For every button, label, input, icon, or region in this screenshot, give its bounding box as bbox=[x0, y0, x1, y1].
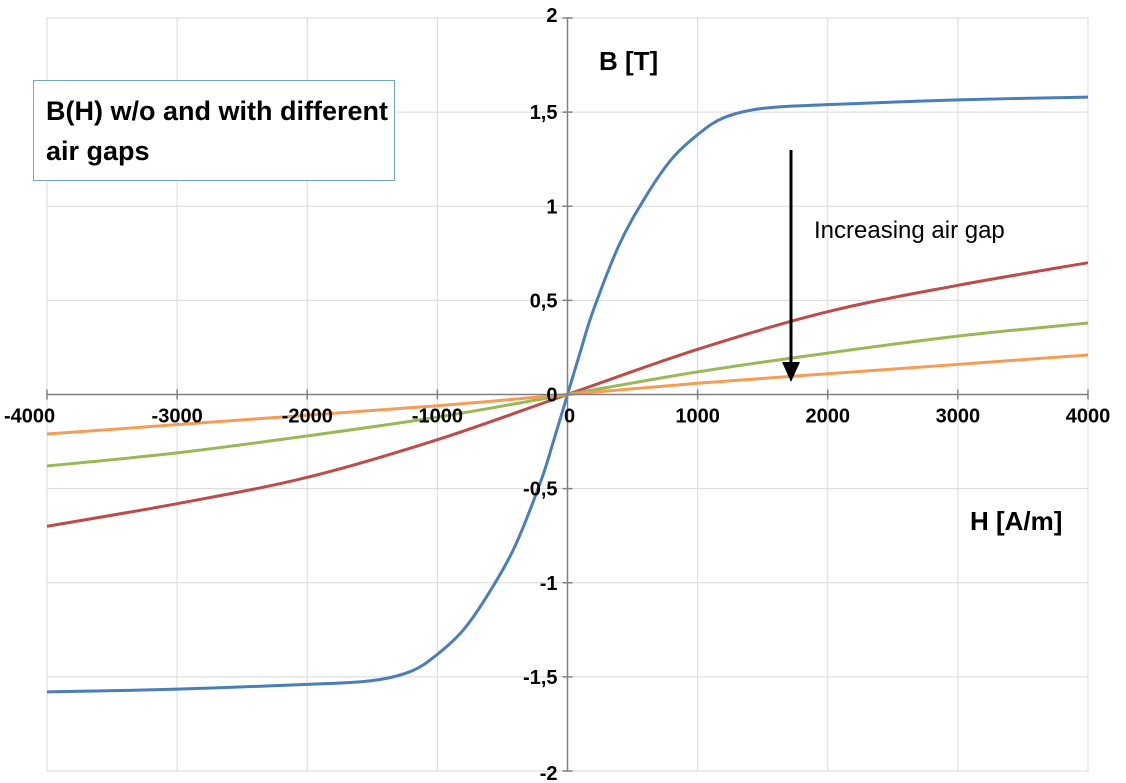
y-tick-label: -0,5 bbox=[523, 479, 557, 501]
y-tick-label: 1,5 bbox=[530, 102, 558, 124]
y-axis-title: B [T] bbox=[599, 46, 658, 76]
annotation-label: Increasing air gap bbox=[814, 217, 1005, 244]
x-tick-label: -4000 bbox=[4, 406, 55, 428]
chart-title: B(H) w/o and with different air gaps bbox=[33, 80, 395, 181]
y-tick-label: 0 bbox=[546, 385, 557, 407]
air-gap-arrow bbox=[782, 150, 800, 382]
y-tick-label: -1 bbox=[540, 573, 558, 595]
x-tick-label: 4000 bbox=[1066, 406, 1111, 428]
x-tick-labels: -4000 -3000 -2000 -1000 0 1000 2000 3000 4000 bbox=[4, 406, 1110, 428]
x-tick-label: 2000 bbox=[806, 406, 851, 428]
y-tick-label: 1 bbox=[546, 196, 557, 218]
x-tick-label: 0 bbox=[564, 406, 575, 428]
y-tick-labels: 2 1,5 1 0,5 0 -0,5 -1 -1,5 -2 bbox=[523, 5, 557, 783]
x-tick-label: 3000 bbox=[936, 406, 981, 428]
x-tick-label: -3000 bbox=[152, 406, 203, 428]
x-tick-label: -2000 bbox=[282, 406, 333, 428]
axes bbox=[46, 17, 1089, 772]
x-axis-title: H [A/m] bbox=[970, 506, 1062, 536]
y-tick-label: -2 bbox=[540, 763, 558, 783]
y-tick-label: 2 bbox=[546, 5, 557, 27]
y-tick-label: 0,5 bbox=[530, 290, 558, 312]
x-tick-label: 1000 bbox=[675, 406, 720, 428]
x-tick-label: -1000 bbox=[412, 406, 463, 428]
y-tick-label: -1,5 bbox=[523, 667, 557, 689]
